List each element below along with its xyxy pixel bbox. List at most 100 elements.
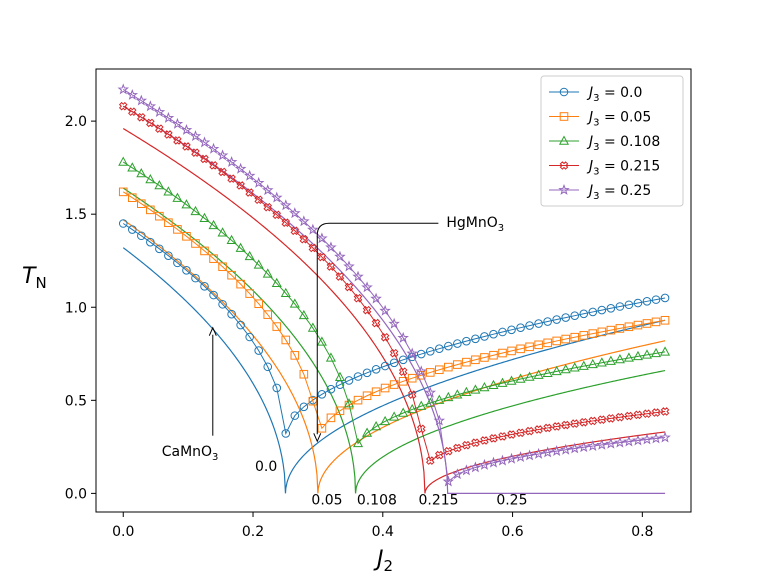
data-point (588, 307, 598, 317)
data-point (209, 254, 218, 263)
series-line-4 (122, 105, 666, 494)
data-point (568, 442, 581, 454)
data-point (578, 441, 590, 453)
data-point (326, 413, 336, 423)
data-point (389, 358, 399, 368)
data-point (243, 169, 256, 181)
legend-marker (559, 161, 569, 170)
y-tick-label: 2.0 (65, 114, 87, 130)
data-point (325, 352, 336, 362)
data-point (137, 231, 146, 241)
data-point (362, 427, 373, 437)
data-point (552, 315, 561, 324)
data-point (281, 335, 291, 345)
data-point (425, 456, 435, 465)
data-point (218, 167, 227, 177)
x-tick-label: 0.2 (242, 524, 264, 540)
data-point (227, 270, 236, 280)
legend-entry-label: J3 = 0.215 (586, 159, 660, 178)
data-point (353, 395, 363, 405)
data-point (271, 191, 283, 203)
axes: 0.0 0.2 0.4 0.6 0.8 0.0 0.5 1.0 1.5 2.0 (65, 114, 654, 540)
data-point (471, 355, 480, 365)
data-point (352, 437, 364, 448)
data-point (552, 422, 561, 431)
data-point (650, 432, 662, 444)
legend-marker (558, 135, 570, 145)
data-point (570, 311, 580, 320)
data-point (389, 380, 399, 389)
data-point (543, 338, 552, 348)
data-point (570, 332, 580, 342)
data-point (164, 218, 173, 227)
data-point (561, 420, 571, 430)
data-point (226, 234, 237, 245)
data-point (307, 223, 319, 235)
data-point (173, 225, 182, 234)
data-point (498, 432, 507, 441)
data-point (263, 362, 273, 372)
data-point (425, 347, 435, 356)
data-point (651, 317, 661, 327)
data-point (606, 325, 616, 335)
data-point (407, 403, 418, 414)
data-point (209, 290, 218, 300)
data-point (335, 272, 345, 281)
critical-value-label: 0.25 (496, 493, 527, 509)
data-point (200, 154, 209, 164)
series-markers-0 (118, 219, 670, 438)
data-point (596, 357, 607, 367)
data-point (543, 423, 552, 433)
data-point (118, 219, 128, 228)
data-point (235, 242, 246, 252)
data-point (218, 299, 227, 309)
data-point (660, 293, 670, 303)
data-point (398, 355, 408, 365)
data-point (181, 199, 192, 209)
data-point (317, 389, 327, 399)
data-point (407, 390, 417, 399)
data-point (624, 322, 634, 332)
legend-entry-label: J3 = 0.108 (586, 134, 660, 153)
data-point (506, 375, 517, 385)
data-point (497, 377, 508, 387)
data-point (198, 136, 211, 148)
data-point (471, 334, 480, 344)
data-point (489, 350, 498, 360)
data-point (191, 148, 200, 157)
data-point (227, 174, 236, 183)
data-point (642, 409, 652, 419)
data-point (317, 423, 327, 433)
data-point (225, 155, 238, 167)
data-point (236, 181, 245, 190)
hgmno3-arrow-head (313, 433, 322, 443)
data-point (280, 199, 292, 211)
legend-marker (559, 87, 569, 97)
data-point (163, 186, 174, 196)
data-point (127, 107, 137, 117)
data-point (209, 161, 218, 170)
data-point (552, 336, 561, 346)
data-point (507, 325, 516, 335)
data-point (642, 297, 652, 306)
hgmno3-label: HgMnO3 (446, 215, 504, 234)
data-point (587, 358, 598, 369)
data-point (127, 162, 138, 172)
x-tick-label: 0.4 (372, 524, 394, 540)
data-point (326, 384, 336, 394)
data-point (362, 368, 372, 378)
data-point (344, 400, 354, 410)
data-point (597, 327, 607, 337)
data-point (371, 365, 381, 374)
data-point (253, 259, 264, 269)
data-point (469, 461, 482, 473)
data-point (227, 309, 236, 319)
data-point (362, 391, 372, 401)
data-point (290, 351, 300, 360)
plot-frame (95, 68, 692, 513)
data-point (200, 282, 209, 291)
y-tick-label: 1.0 (65, 300, 87, 316)
data-point (343, 398, 355, 408)
data-point (453, 360, 462, 369)
data-point (615, 324, 625, 333)
